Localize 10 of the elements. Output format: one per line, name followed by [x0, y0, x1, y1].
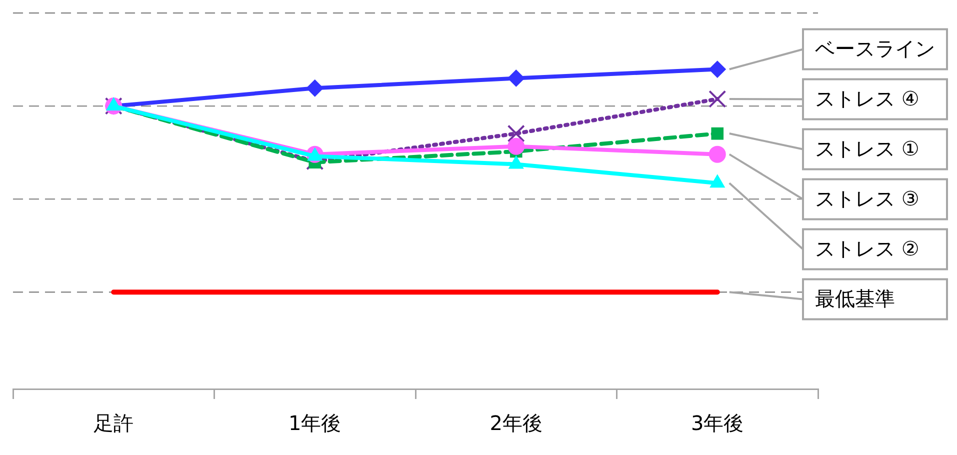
text: ストレス ②: [815, 236, 920, 260]
text: ストレス ③: [815, 186, 920, 210]
x-tick-label: 2年後: [490, 411, 542, 436]
text: ストレス ①: [815, 136, 920, 160]
x-tick-label: 足許: [94, 411, 134, 436]
x-tick-label: 1年後: [288, 411, 342, 436]
text: ベースライン: [815, 36, 935, 60]
x-tick-label: 3年後: [691, 411, 744, 436]
text: 最低基準: [815, 286, 895, 310]
text: ストレス ④: [815, 86, 920, 110]
